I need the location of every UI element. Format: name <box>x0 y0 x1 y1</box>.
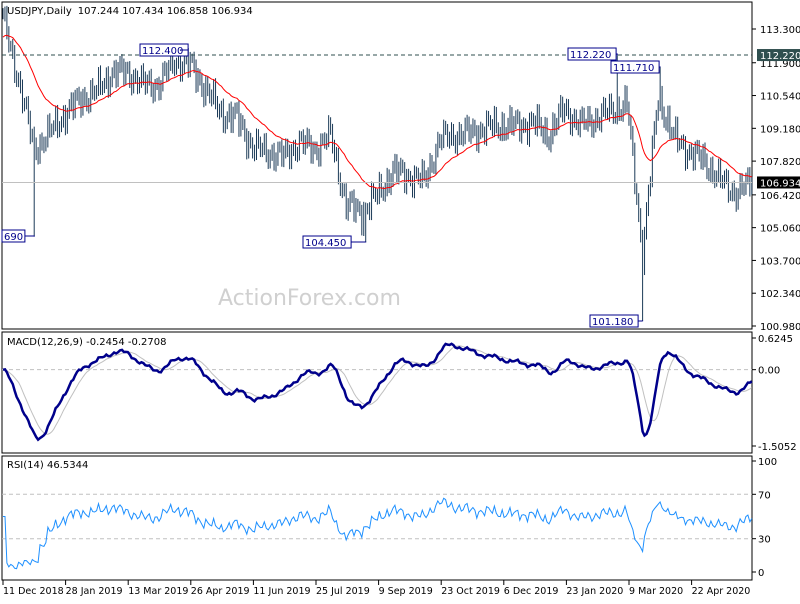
moving-average-line <box>3 35 752 188</box>
time-tick-label: 13 Mar 2019 <box>128 586 188 597</box>
price-tick-label: 103.700 <box>760 256 800 267</box>
rsi-tick-label: 0 <box>758 568 764 579</box>
watermark: ActionForex.com <box>218 286 401 311</box>
macd-label: MACD(12,26,9) -0.2454 -0.2708 <box>7 337 167 348</box>
macd-tick-label: -1.5052 <box>758 442 797 453</box>
hline-price-label: 112.220 <box>760 51 800 62</box>
rsi-label: RSI(14) 46.5344 <box>7 460 88 471</box>
time-tick-label: 11 Dec 2018 <box>3 586 64 597</box>
price-annotation-label: 112.220 <box>570 50 611 61</box>
rsi-tick-label: 70 <box>758 490 771 501</box>
price-annotation-label: 111.710 <box>613 63 654 74</box>
price-tick-label: 102.340 <box>760 289 800 300</box>
rsi-tick-label: 30 <box>758 535 771 546</box>
time-tick-label: 25 Jul 2019 <box>316 586 370 597</box>
last-price-label: 106.934 <box>760 178 800 189</box>
price-annotation-label: 101.180 <box>592 317 633 328</box>
annotation-leader <box>25 236 34 237</box>
price-panel-frame <box>2 2 752 329</box>
price-tick-label: 110.540 <box>760 92 800 103</box>
time-tick-label: 22 Apr 2020 <box>692 586 751 597</box>
time-tick-label: 9 Sep 2019 <box>379 586 433 597</box>
price-annotation-label: 112.400 <box>142 46 183 57</box>
macd-tick-label: 0.00 <box>758 366 780 377</box>
price-tick-label: 106.420 <box>760 191 800 202</box>
rsi-panel-frame <box>2 456 752 580</box>
time-tick-label: 11 Jun 2019 <box>253 586 310 597</box>
macd-tick-label: 0.6245 <box>758 334 793 345</box>
time-tick-label: 9 Mar 2020 <box>629 586 683 597</box>
price-annotation-label: 104.450 <box>305 238 346 249</box>
rsi-layer <box>2 494 752 568</box>
time-tick-label: 23 Oct 2019 <box>441 586 500 597</box>
rsi-line <box>3 498 752 568</box>
macd-layer <box>2 344 752 440</box>
macd-line <box>3 344 752 440</box>
price-tick-label: 107.820 <box>760 157 800 168</box>
price-tick-label: 105.060 <box>760 224 800 235</box>
rsi-tick-label: 100 <box>758 457 777 468</box>
price-layer: 690 112.400 104.450 112.220 101.180 111.710 <box>2 6 752 328</box>
time-tick-label: 23 Jan 2020 <box>566 586 623 597</box>
price-tick-label: 100.980 <box>760 322 800 333</box>
price-tick-label: 109.180 <box>760 124 800 135</box>
axes-layer: 113.300111.900110.540109.180107.820106.4… <box>3 25 800 597</box>
time-tick-label: 6 Dec 2019 <box>504 586 559 597</box>
price-tick-label: 113.300 <box>760 25 800 36</box>
macd-panel-frame <box>2 332 752 453</box>
price-annotation-label: 690 <box>4 232 23 243</box>
time-tick-label: 28 Jan 2019 <box>66 586 123 597</box>
time-tick-label: 26 Apr 2019 <box>191 586 250 597</box>
